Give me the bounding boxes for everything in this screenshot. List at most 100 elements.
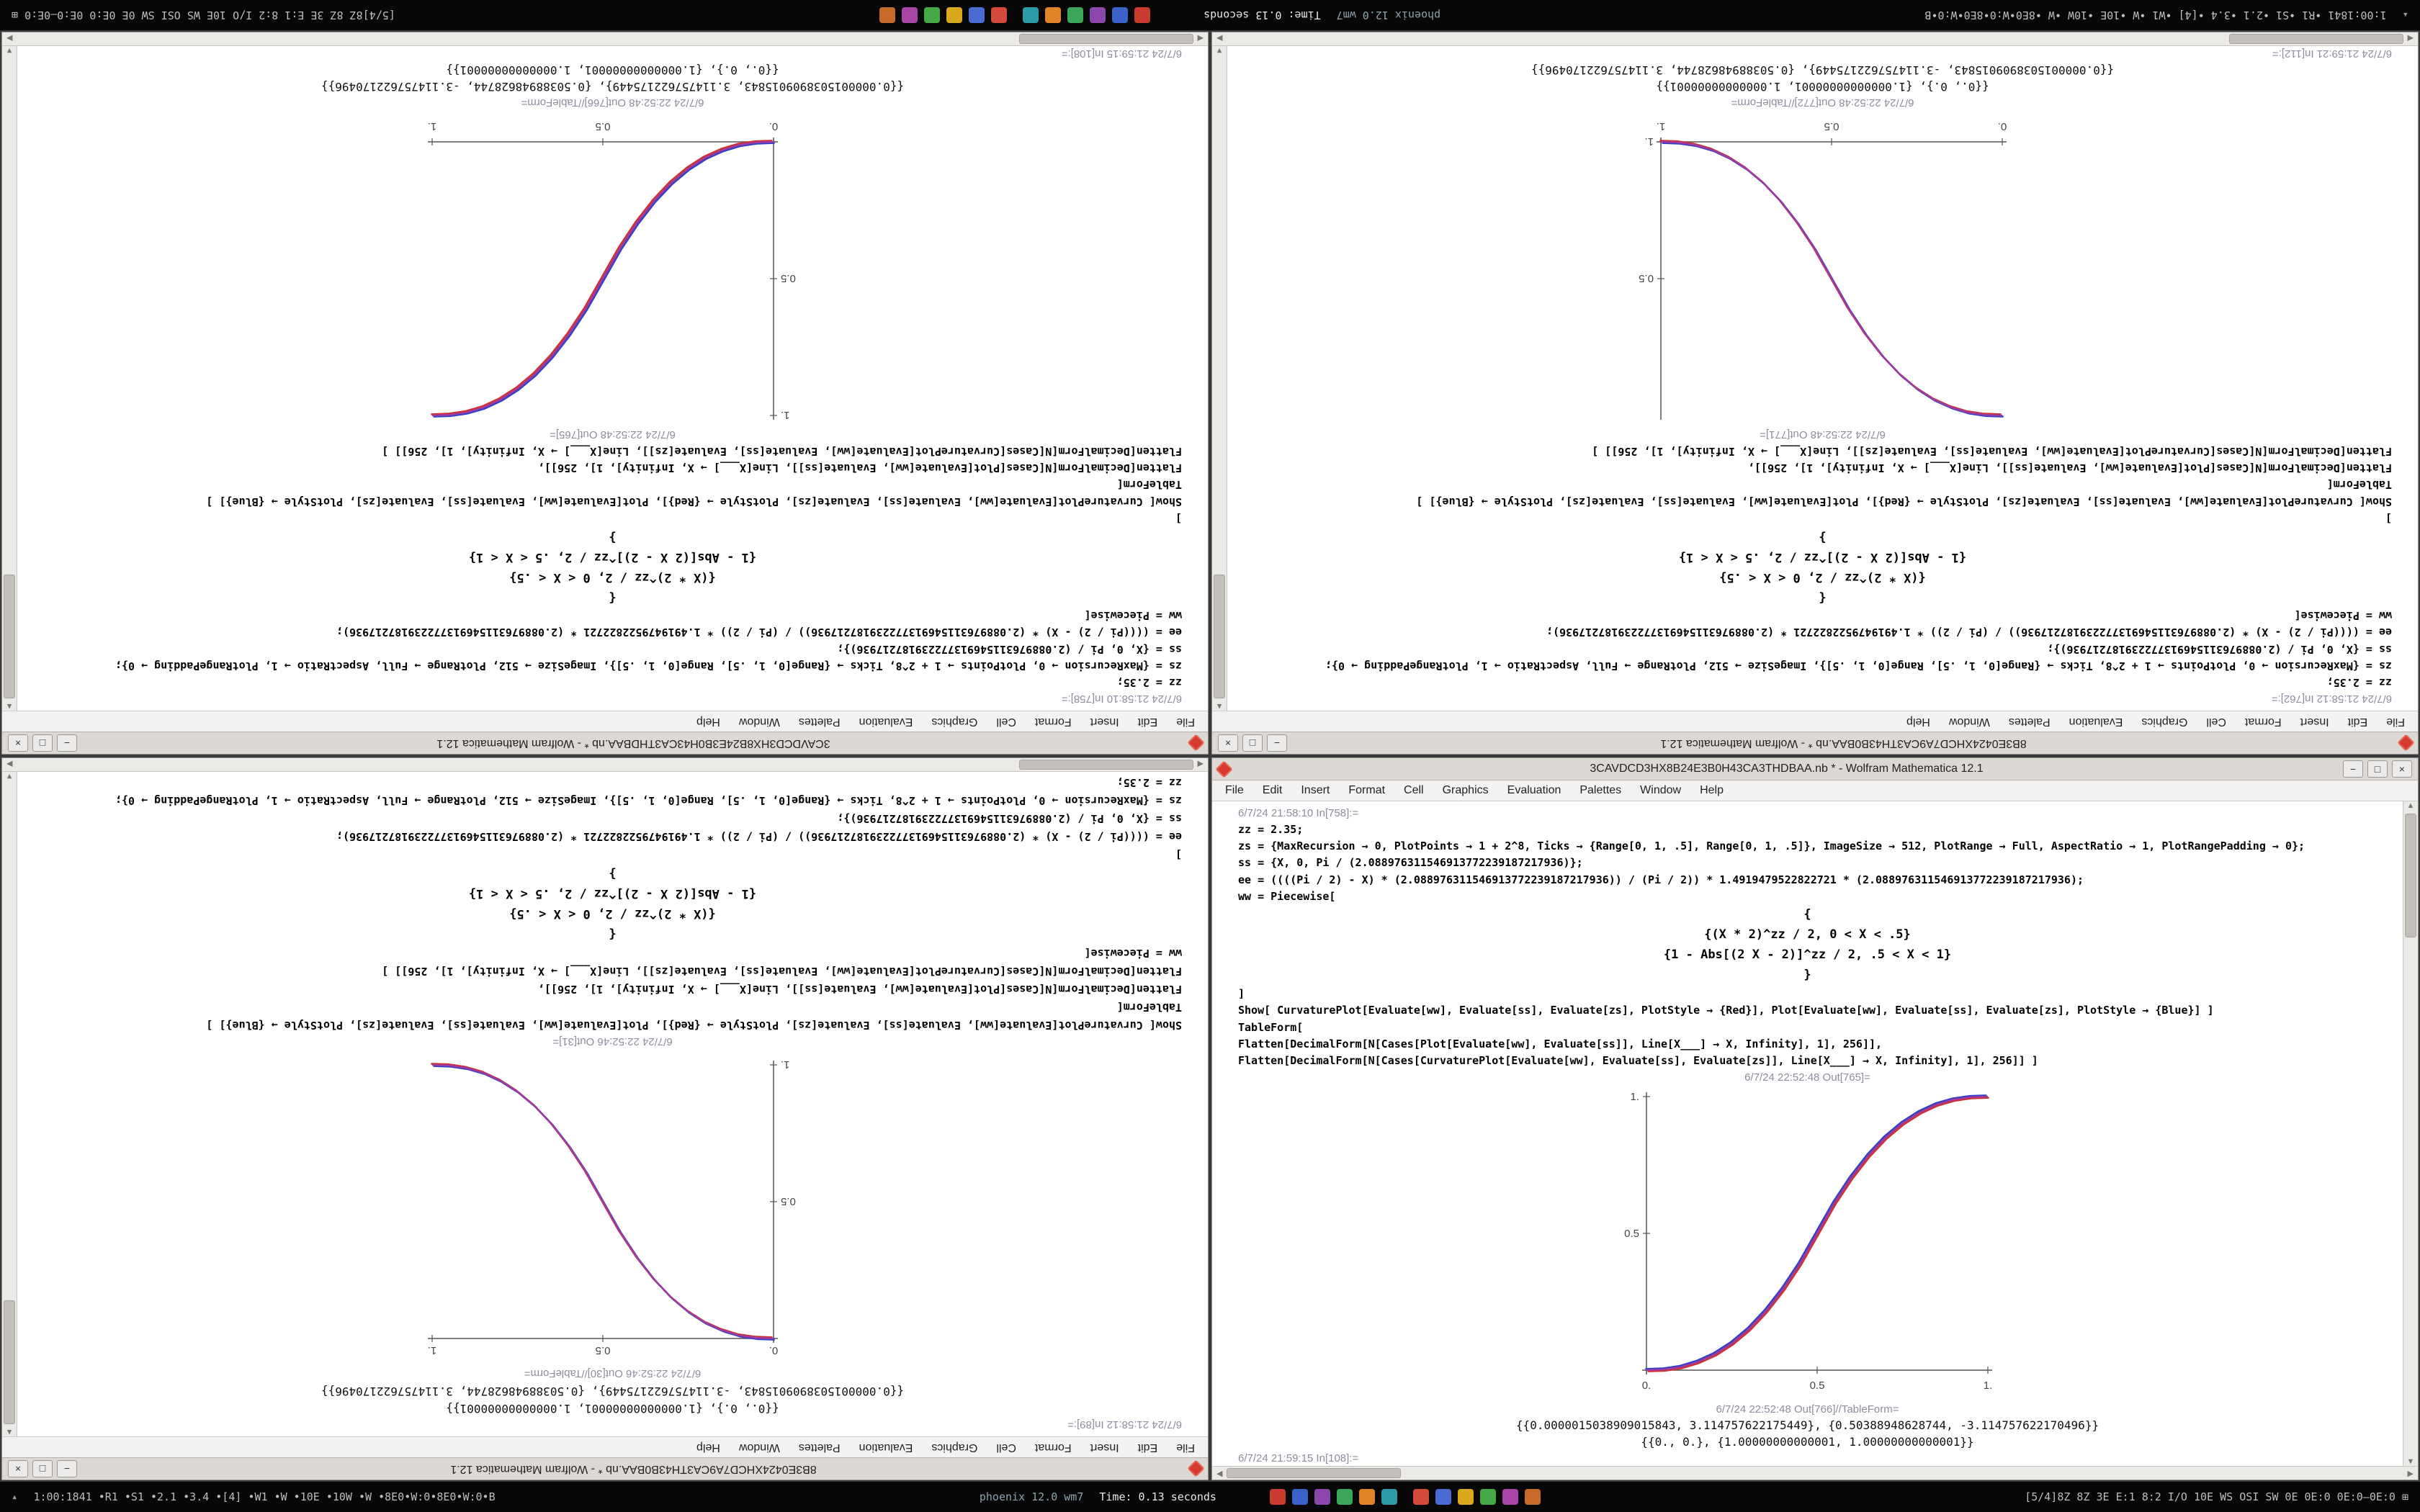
math-cell[interactable]: {1 - Abs[(2 X - 2)]^zz / 2, .5 < X < 1}: [1678, 549, 1967, 564]
tray-expander-icon[interactable]: ▴: [2402, 9, 2408, 21]
menu-help[interactable]: Help: [1700, 784, 1724, 796]
horizontal-scrollbar[interactable]: ◀ ▶: [2, 32, 1208, 46]
math-cell[interactable]: {1 - Abs[(2 X - 2)]^zz / 2, .5 < X < 1}: [1663, 948, 1952, 963]
tray-app-icon[interactable]: [902, 7, 918, 23]
horizontal-scrollbar[interactable]: ◀ ▶: [1212, 1466, 2418, 1480]
code-cell[interactable]: Flatten[DecimalForm[N[Cases[CurvaturePlo…: [382, 965, 1182, 978]
menu-evaluation[interactable]: Evaluation: [859, 1441, 913, 1454]
code-cell[interactable]: ss = {X, 0, Pi / (2.08897631154691377223…: [1238, 856, 1583, 870]
menu-help[interactable]: Help: [696, 716, 720, 728]
code-cell[interactable]: zz = 2.35;: [2326, 676, 2392, 689]
code-cell[interactable]: TableForm[: [1238, 1020, 1304, 1034]
menu-palettes[interactable]: Palettes: [798, 1441, 841, 1454]
math-cell[interactable]: {: [1819, 590, 1827, 605]
menu-insert[interactable]: Insert: [1090, 1441, 1119, 1454]
minimize-button[interactable]: −: [1267, 734, 1287, 752]
code-cell[interactable]: ]: [1175, 511, 1182, 525]
maximize-button[interactable]: □: [32, 734, 53, 752]
code-cell[interactable]: ]: [1175, 848, 1182, 861]
menu-edit[interactable]: Edit: [1137, 716, 1158, 728]
math-cell[interactable]: }: [609, 529, 617, 544]
scroll-right-button[interactable]: ▶: [6, 760, 13, 769]
scroll-right-button[interactable]: ▶: [2407, 1469, 2414, 1478]
code-cell[interactable]: zs = {MaxRecursion → 0, PlotPoints → 1 +…: [115, 659, 1182, 672]
tray-app-icon[interactable]: [1045, 7, 1062, 23]
menu-help[interactable]: Help: [1906, 716, 1930, 728]
math-cell[interactable]: {(X * 2)^zz / 2, 0 < X < .5}: [1719, 570, 1926, 585]
code-cell[interactable]: zz = 2.35;: [1116, 776, 1182, 789]
math-cell[interactable]: {1 - Abs[(2 X - 2)]^zz / 2, .5 < X < 1}: [468, 549, 757, 564]
menu-evaluation[interactable]: Evaluation: [859, 716, 913, 728]
menu-palettes[interactable]: Palettes: [1579, 784, 1622, 796]
code-cell[interactable]: Show[ CurvaturePlot[Evaluate[ww], Evalua…: [206, 495, 1182, 508]
math-cell[interactable]: {: [609, 927, 617, 941]
minimize-button[interactable]: −: [57, 1460, 77, 1477]
code-cell[interactable]: ee = ((((Pi / 2) - X) * (2.0889763115469…: [336, 830, 1182, 843]
scrollbar-thumb[interactable]: [1227, 1468, 1402, 1478]
horizontal-scrollbar[interactable]: ◀ ▶: [2, 758, 1208, 772]
code-cell[interactable]: zs = {MaxRecursion → 0, PlotPoints → 1 +…: [115, 794, 1182, 807]
menu-cell[interactable]: Cell: [1404, 784, 1424, 796]
code-cell[interactable]: Flatten[DecimalForm[N[Cases[CurvaturePlo…: [1592, 444, 2392, 458]
scrollbar-thumb[interactable]: [1018, 760, 1193, 770]
scroll-up-button[interactable]: ▲: [5, 1428, 14, 1436]
menu-evaluation[interactable]: Evaluation: [1507, 784, 1561, 796]
maximize-button[interactable]: □: [1242, 734, 1263, 752]
code-cell[interactable]: zs = {MaxRecursion → 0, PlotPoints → 1 +…: [1238, 840, 2305, 853]
menu-file[interactable]: File: [1225, 784, 1244, 796]
scrollbar-thumb[interactable]: [2228, 34, 2403, 44]
scrollbar-thumb[interactable]: [2405, 814, 2416, 937]
tray-app-icon[interactable]: [1435, 1489, 1451, 1505]
tray-app-icon[interactable]: [1134, 7, 1151, 23]
scroll-down-button[interactable]: ▼: [5, 772, 14, 780]
close-button[interactable]: ×: [8, 734, 28, 752]
math-cell[interactable]: {(X * 2)^zz / 2, 0 < X < .5}: [1704, 927, 1911, 942]
menu-format[interactable]: Format: [1034, 716, 1072, 728]
code-cell[interactable]: ee = ((((Pi / 2) - X) * (2.0889763115469…: [336, 626, 1182, 639]
vertical-scrollbar[interactable]: ▲ ▼: [2403, 801, 2418, 1466]
code-cell[interactable]: ]: [2385, 511, 2392, 525]
menu-evaluation[interactable]: Evaluation: [2069, 716, 2123, 728]
menu-format[interactable]: Format: [1034, 1441, 1072, 1454]
code-cell[interactable]: Flatten[DecimalForm[N[Cases[CurvaturePlo…: [382, 444, 1182, 458]
maximize-button[interactable]: □: [32, 1460, 53, 1477]
math-cell[interactable]: {1 - Abs[(2 X - 2)]^zz / 2, .5 < X < 1}: [468, 886, 757, 901]
menu-format[interactable]: Format: [1348, 784, 1386, 796]
scroll-down-button[interactable]: ▼: [1215, 46, 1224, 55]
tray-app-icon[interactable]: [924, 7, 941, 23]
tray-expander-icon[interactable]: ▴: [12, 1491, 18, 1503]
menu-window[interactable]: Window: [1948, 716, 1990, 728]
code-cell[interactable]: zz = 2.35;: [1116, 676, 1182, 689]
menu-graphics[interactable]: Graphics: [2141, 716, 2188, 728]
code-cell[interactable]: ]: [1238, 987, 1245, 1001]
tray-app-icon[interactable]: [1067, 7, 1084, 23]
scrollbar-thumb[interactable]: [1214, 575, 1225, 698]
menu-cell[interactable]: Cell: [2206, 716, 2226, 728]
menu-help[interactable]: Help: [696, 1441, 720, 1454]
menu-window[interactable]: Window: [738, 1441, 780, 1454]
tray-app-icon[interactable]: [1314, 1489, 1330, 1505]
code-cell[interactable]: zs = {MaxRecursion → 0, PlotPoints → 1 +…: [1325, 659, 2392, 672]
scroll-left-button[interactable]: ◀: [1197, 760, 1204, 769]
minimize-button[interactable]: −: [2343, 760, 2363, 778]
tray-app-icon[interactable]: [991, 7, 1008, 23]
menu-graphics[interactable]: Graphics: [931, 716, 978, 728]
code-cell[interactable]: Flatten[DecimalForm[N[Cases[CurvaturePlo…: [1238, 1054, 2038, 1068]
vertical-scrollbar[interactable]: ▲ ▼: [1212, 46, 1227, 711]
code-cell[interactable]: TableForm[: [1116, 1001, 1182, 1014]
tray-app-icon[interactable]: [1412, 1489, 1429, 1505]
menu-edit[interactable]: Edit: [1137, 1441, 1158, 1454]
code-cell[interactable]: Show[ CurvaturePlot[Evaluate[ww], Evalua…: [1238, 1004, 2214, 1017]
scroll-left-button[interactable]: ◀: [1216, 1469, 1223, 1478]
code-cell[interactable]: Flatten[DecimalForm[N[Cases[Plot[Evaluat…: [1747, 462, 2392, 475]
tray-app-icon[interactable]: [946, 7, 963, 23]
tray-app-icon[interactable]: [969, 7, 985, 23]
menu-cell[interactable]: Cell: [996, 1441, 1016, 1454]
code-cell[interactable]: zz = 2.35;: [1238, 823, 1304, 836]
tray-app-icon[interactable]: [1381, 1489, 1397, 1505]
scroll-down-button[interactable]: ▼: [5, 46, 14, 55]
tray-app-icon[interactable]: [1457, 1489, 1474, 1505]
code-cell[interactable]: ee = ((((Pi / 2) - X) * (2.0889763115469…: [1546, 626, 2392, 639]
math-cell[interactable]: }: [1803, 968, 1811, 983]
close-button[interactable]: ×: [2392, 760, 2412, 778]
